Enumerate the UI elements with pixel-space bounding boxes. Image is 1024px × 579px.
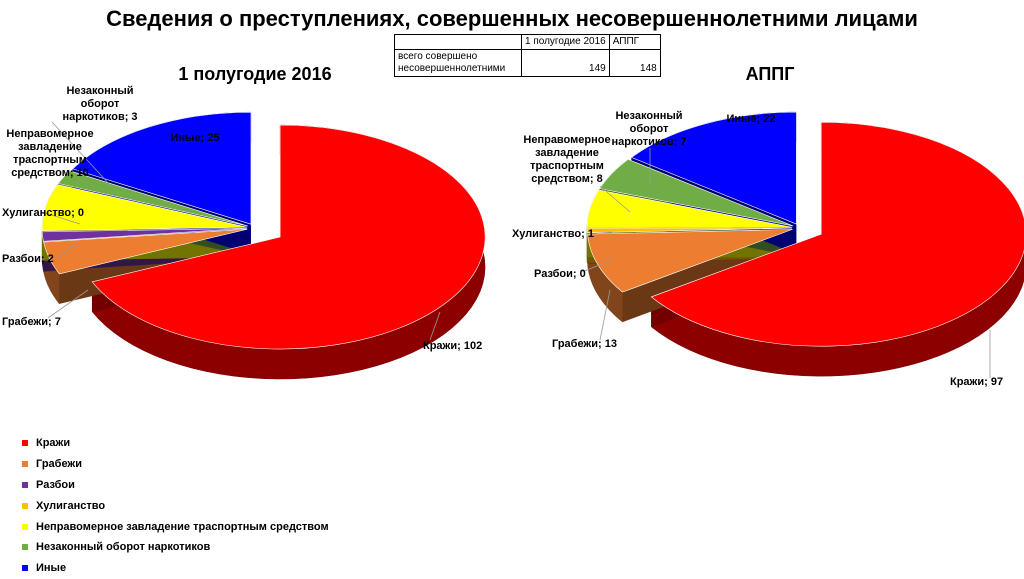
legend-item-grabezh: Грабежи <box>22 454 329 475</box>
legend-swatch <box>22 461 28 467</box>
legend-swatch <box>22 565 28 571</box>
legend-item-theft: Кражи <box>22 433 329 454</box>
legend-item-vehicle: Неправомерное завладение траспортным сре… <box>22 516 329 537</box>
legend-swatch <box>22 440 28 446</box>
chart-2-label-grabezh: Грабежи; 13 <box>552 338 617 351</box>
chart-2-label-theft: Кражи; 97 <box>950 376 1003 389</box>
legend-item-hooliganism: Хулиганство <box>22 495 329 516</box>
chart-1-label-hooliganism: Хулиганство; 0 <box>2 207 84 220</box>
legend-swatch <box>22 503 28 509</box>
legend-item-robbery: Разбои <box>22 475 329 496</box>
chart-2-label-robbery: Разбои; 0 <box>534 268 586 281</box>
chart-2-label-other: Иные; 22 <box>706 113 796 126</box>
chart-1-label-other: Иные; 25 <box>155 132 235 145</box>
chart-2-label-hooliganism: Хулиганство; 1 <box>512 228 594 241</box>
chart-1-label-theft: Кражи; 102 <box>423 340 482 353</box>
legend: Кражи Грабежи Разбои Хулиганство Неправо… <box>22 433 329 579</box>
chart-1-label-robbery: Разбои; 2 <box>2 253 54 266</box>
legend-item-other: Иные <box>22 558 329 579</box>
legend-item-narcotics: Незаконный оборот наркотиков <box>22 537 329 558</box>
legend-swatch <box>22 544 28 550</box>
legend-swatch <box>22 482 28 488</box>
chart-1-label-grabezh: Грабежи; 7 <box>2 316 61 329</box>
legend-swatch <box>22 524 28 530</box>
